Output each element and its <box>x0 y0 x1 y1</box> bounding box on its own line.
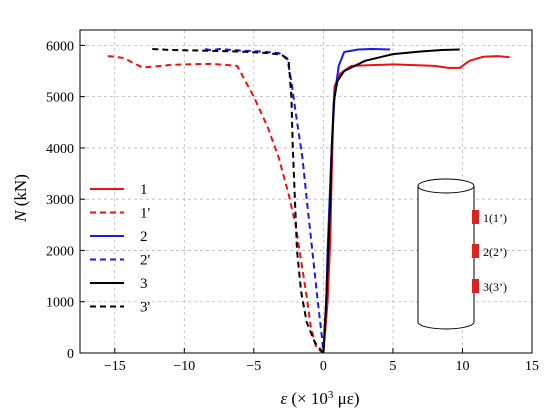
y-tick-label: 2000 <box>46 244 74 259</box>
gauge-label: 2(2’) <box>483 245 507 259</box>
plot-frame <box>79 29 533 354</box>
gauge-marker <box>472 210 479 224</box>
legend-label: 1 <box>140 182 148 198</box>
gauge-label: 3(3’) <box>483 280 507 294</box>
legend-label: 3 <box>140 276 148 292</box>
y-tick-label: 1000 <box>46 296 74 311</box>
gauge-label: 1(1’) <box>483 211 507 225</box>
x-tick-label: 10 <box>455 359 469 374</box>
x-axis-label: ε (× 103 με) <box>280 389 359 408</box>
series-line-6 <box>152 48 325 354</box>
x-tick-label: −10 <box>173 359 195 374</box>
legend-label: 1' <box>140 206 151 222</box>
x-tick-label: 5 <box>389 359 396 374</box>
x-axis-symbol: ε <box>280 389 287 408</box>
y-tick-label: 6000 <box>46 39 74 54</box>
y-tick-label: 5000 <box>46 91 74 106</box>
legend-label: 3' <box>140 300 151 316</box>
column-top <box>417 178 475 194</box>
y-tick-label: 0 <box>67 347 74 362</box>
x-tick-label: 0 <box>320 359 327 374</box>
column-inset: 1(1’) 2(2’) 3(3’) <box>417 178 507 330</box>
gauge-markers: 1(1’) 2(2’) 3(3’) <box>472 210 507 294</box>
y-axis: 0 1000 2000 3000 4000 5000 6000 <box>46 39 85 362</box>
x-axis-scale: (× 10 <box>287 389 328 408</box>
legend: 1 1' 2 2' 3 3' <box>90 182 151 316</box>
legend-label: 2' <box>140 253 151 269</box>
x-axis-exponent: 3 <box>328 389 334 401</box>
series-layer <box>107 48 510 354</box>
y-tick-label: 3000 <box>46 193 74 208</box>
y-tick-label: 4000 <box>46 142 74 157</box>
x-tick-label: 15 <box>525 359 539 374</box>
y-axis-label: N (kN) <box>11 174 30 223</box>
x-tick-label: −15 <box>104 359 126 374</box>
x-tick-label: −5 <box>246 359 261 374</box>
x-axis-unit: με) <box>333 389 359 408</box>
series-line-4 <box>204 48 325 354</box>
y-axis-symbol: N <box>11 209 30 223</box>
y-axis-unit: (kN) <box>11 174 30 210</box>
column-body <box>417 186 475 330</box>
series-line-1 <box>322 55 510 354</box>
gauge-marker <box>472 279 479 293</box>
x-axis: −15 −10 −5 0 5 10 15 <box>104 348 539 374</box>
series-line-5 <box>322 48 460 354</box>
gauge-marker <box>472 244 479 258</box>
legend-label: 2 <box>140 229 148 245</box>
